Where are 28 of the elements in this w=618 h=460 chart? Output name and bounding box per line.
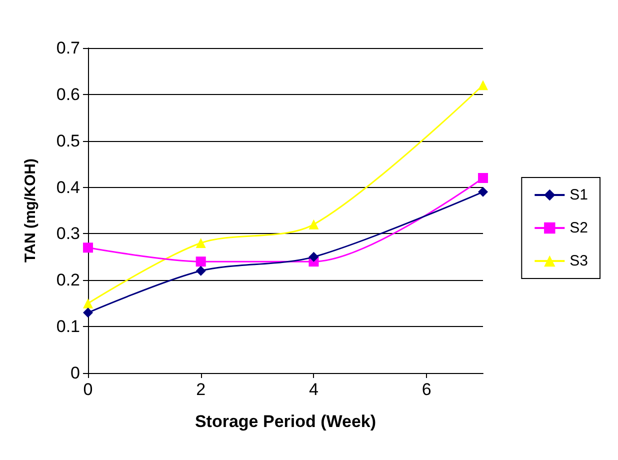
point: [478, 173, 488, 183]
y-tick-label: 0.6: [56, 84, 80, 104]
y-tick-label: 0.1: [56, 317, 80, 336]
x-tick-label: 2: [196, 380, 206, 399]
point: [83, 242, 93, 253]
y-axis-title: TAN (mg/KOH): [22, 158, 39, 262]
y-tick-label: 0.5: [56, 131, 80, 150]
point: [308, 219, 319, 230]
legend-label: S2: [570, 220, 588, 236]
y-tick-label: 0.7: [56, 38, 80, 58]
point: [83, 298, 93, 308]
point: [308, 252, 319, 262]
legend-label: S3: [570, 252, 588, 270]
y-tick-label: 0.4: [56, 178, 80, 197]
point: [196, 266, 206, 276]
y-tick-label: 0: [70, 364, 80, 382]
point: [196, 238, 206, 248]
legend-label: S1: [570, 186, 588, 204]
point: [196, 256, 206, 267]
x-axis-title: Storage Period (Week): [194, 412, 376, 431]
point: [478, 186, 488, 197]
point: [83, 308, 93, 318]
x-tick-label: 6: [422, 380, 432, 399]
point: [478, 80, 488, 90]
x-tick-label: 4: [308, 380, 318, 399]
y-tick-label: 0.3: [56, 224, 80, 244]
y-tick-label: 0.2: [56, 270, 80, 290]
x-tick-label: 0: [83, 380, 93, 399]
